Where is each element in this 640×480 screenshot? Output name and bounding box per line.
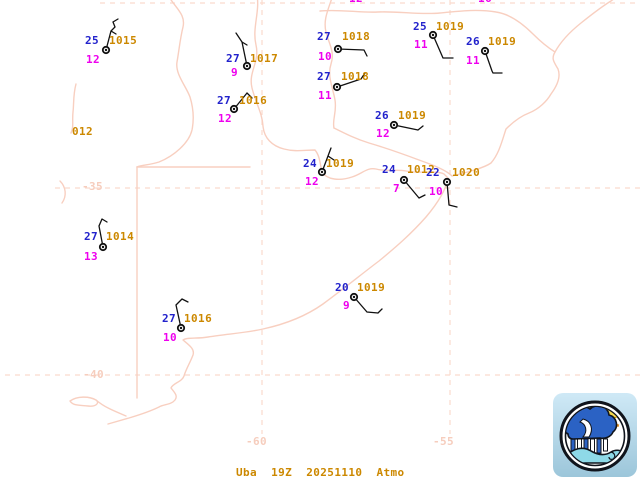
wind-barb — [337, 48, 368, 57]
station-dewpoint: 11 — [466, 54, 481, 67]
border-arc-left — [59, 180, 66, 204]
station-circle — [98, 242, 108, 252]
station-circle — [480, 46, 490, 56]
uruguay-coast — [333, 0, 614, 177]
rio-negro-uruguay — [319, 9, 556, 53]
station-dewpoint: 9 — [231, 66, 239, 79]
station-temperature: 24 — [382, 163, 397, 176]
wind-barb — [484, 50, 503, 74]
station-dewpoint: 10 — [318, 50, 333, 63]
station-pressure: 1020 — [452, 166, 481, 179]
station-pressure: 1017 — [250, 52, 279, 65]
station-circle — [176, 323, 186, 333]
station-dewpoint: 7 — [393, 182, 401, 195]
station-circle — [242, 61, 252, 71]
station-pressure: 1016 — [184, 312, 213, 325]
station-temperature: 26 — [466, 35, 481, 48]
station-circles — [98, 30, 490, 333]
station-dewpoint: 13 — [84, 250, 99, 263]
station-dewpoint: 11 — [318, 89, 333, 102]
station-temperature: 27 — [84, 230, 99, 243]
logo-inner-ring — [564, 405, 626, 467]
longitude-label: -55 — [433, 435, 455, 448]
station-pressure: 1018 — [342, 30, 371, 43]
station-dewpoint: 10 — [163, 331, 178, 344]
station-dewpoint: 12 — [86, 53, 101, 66]
wind-barb — [353, 296, 383, 314]
station-dewpoint-clipped: 12 — [349, 0, 363, 4]
station-pressure: 1018 — [341, 70, 370, 83]
gridlines — [0, 0, 640, 434]
station-dewpoint: 11 — [414, 38, 429, 51]
station-circle — [333, 44, 343, 54]
station-circle — [399, 175, 409, 185]
wind-barb — [105, 18, 119, 51]
wind-barb — [98, 218, 108, 248]
island-tail — [95, 399, 127, 417]
station-circle — [317, 167, 327, 177]
station-circle — [428, 30, 438, 40]
border-left-segment — [70, 83, 77, 134]
coastlines — [59, 0, 614, 425]
station-circle — [442, 177, 452, 187]
station-temperature: 25 — [413, 20, 428, 33]
station-pressure: 1019 — [398, 109, 427, 122]
station-temperature: 20 — [335, 281, 350, 294]
station-pressure: 1014 — [106, 230, 135, 243]
station-pressure: 1019 — [488, 35, 517, 48]
station-temperature: 27 — [162, 312, 177, 325]
station-temperature: 27 — [226, 52, 241, 65]
station-temperature: 27 — [317, 30, 332, 43]
latitude-label: -40 — [83, 368, 105, 381]
station-temperature: 26 — [375, 109, 390, 122]
station-dewpoint: 10 — [429, 185, 444, 198]
station-circle — [101, 45, 111, 55]
station-dewpoint-clipped: 16 — [478, 0, 492, 4]
station-temperature: 24 — [303, 157, 318, 170]
station-temperature: 22 — [426, 166, 441, 179]
rain-cloud-sun-wave-logo — [553, 393, 637, 477]
wind-barb — [321, 147, 335, 173]
longitude-label: -60 — [246, 435, 268, 448]
station-pressure-clipped: 012 — [72, 125, 94, 138]
station-dewpoint: 9 — [343, 299, 351, 312]
latitude-label: -35 — [82, 180, 104, 193]
parana-river-and-atlantic-coast — [107, 0, 449, 425]
station-pressure: 1019 — [436, 20, 465, 33]
station-circle — [389, 120, 399, 130]
station-dewpoint: 12 — [376, 127, 391, 140]
station-dewpoint: 12 — [218, 112, 233, 125]
river-northwest — [136, 0, 195, 168]
uruguay-river — [324, 0, 337, 129]
station-pressure: 1012 — [407, 163, 436, 176]
wind-barb — [235, 32, 248, 67]
station-pressure: 1016 — [239, 94, 268, 107]
wind-barb — [393, 124, 424, 131]
wind-barb — [403, 179, 426, 199]
wind-barb — [432, 34, 454, 59]
island-southwest — [69, 396, 99, 407]
station-circle — [332, 82, 342, 92]
station-pressure: 1019 — [326, 157, 355, 170]
station-dewpoint: 12 — [305, 175, 320, 188]
station-circle — [349, 292, 359, 302]
map-caption: Uba 19Z 20251110 Atmo — [236, 466, 405, 479]
wind-barb — [175, 298, 189, 329]
station-temperature: 27 — [317, 70, 332, 83]
station-temperature: 27 — [217, 94, 232, 107]
station-circle — [229, 104, 239, 114]
station-pressure: 1015 — [109, 34, 138, 47]
station-temperature: 25 — [85, 34, 100, 47]
station-pressure: 1019 — [357, 281, 386, 294]
wind-barb — [336, 72, 366, 88]
